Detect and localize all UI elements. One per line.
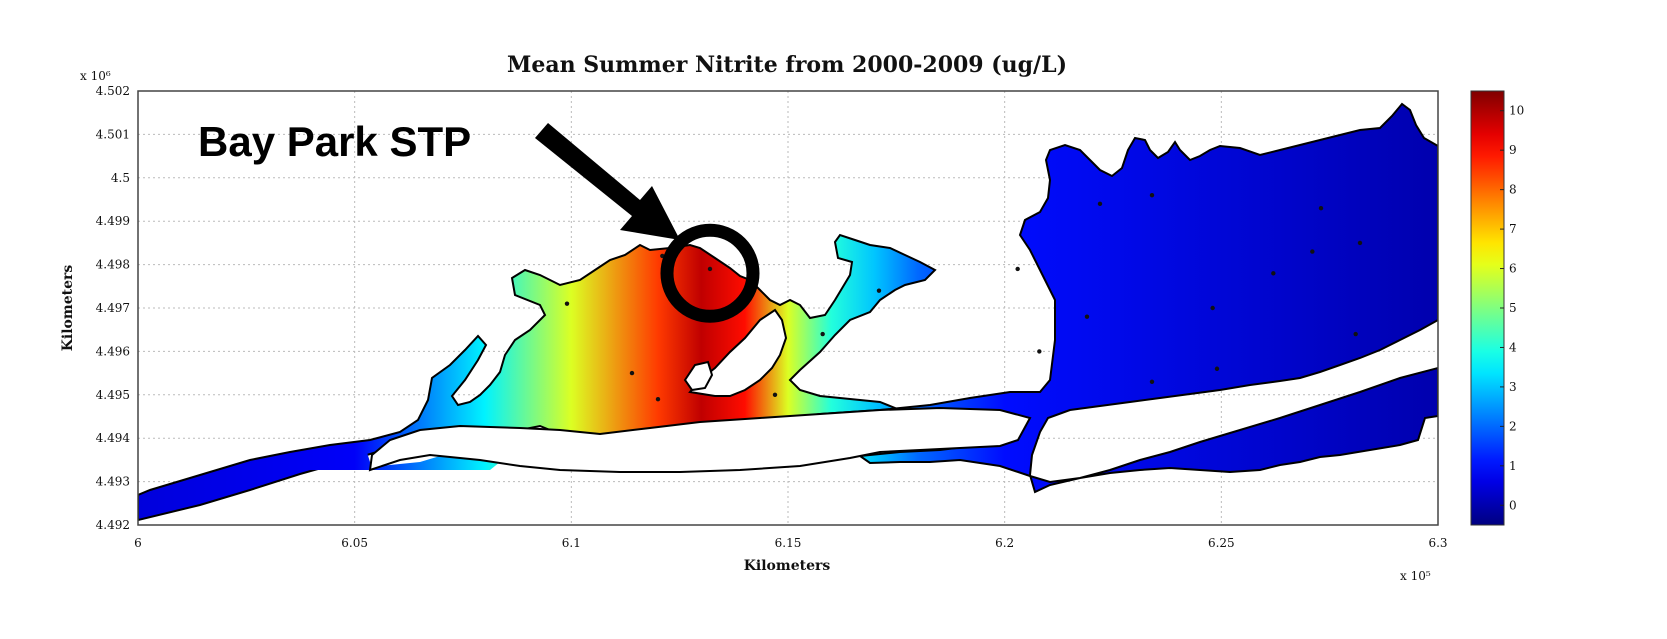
- station-point: [1015, 266, 1020, 272]
- colorbar: [1470, 90, 1505, 526]
- x-tick-label: 6.3: [1428, 536, 1447, 550]
- colorbar-tick-label: 2: [1509, 419, 1517, 433]
- y-tick-label: 4.501: [96, 127, 130, 141]
- y-tick-labels: 4.492 4.493 4.494 4.495 4.496 4.497 4.498 4.499…: [96, 84, 131, 532]
- y-axis-label: Kilometers: [60, 265, 76, 352]
- x-tick-labels: 6 6.05 6.1 6.15 6.2 6.25 6.3: [134, 536, 1447, 550]
- sampling-stations: [564, 192, 1363, 402]
- x-tick-label: 6.15: [775, 536, 802, 550]
- x-multiplier: x 10⁵: [1400, 569, 1431, 583]
- colorbar-tick-label: 8: [1509, 183, 1517, 197]
- station-point: [1214, 366, 1220, 371]
- y-tick-label: 4.498: [96, 258, 130, 272]
- colorbar-tick-label: 0: [1509, 498, 1517, 512]
- y-tick-label: 4.499: [96, 214, 130, 228]
- colorbar-tick-label: 4: [1509, 340, 1517, 354]
- colorbar-tick-label: 10: [1509, 104, 1524, 118]
- y-tick-label: 4.497: [96, 301, 130, 315]
- station-point: [1210, 305, 1215, 311]
- y-tick-label: 4.493: [96, 475, 130, 489]
- colorbar-tick-label: 3: [1509, 380, 1517, 394]
- chart-title: Mean Summer Nitrite from 2000-2009 (ug/L…: [507, 52, 1067, 78]
- station-point: [1310, 249, 1315, 254]
- water-region-south: [245, 446, 500, 472]
- station-point: [1037, 349, 1042, 354]
- station-point: [1149, 379, 1155, 384]
- station-point: [1149, 192, 1155, 198]
- colorbar-tick-label: 1: [1509, 459, 1517, 473]
- island-small: [683, 360, 714, 392]
- plot-frame: [137, 90, 1439, 526]
- station-point: [1084, 314, 1090, 319]
- station-point: [1097, 201, 1103, 207]
- station-point: [707, 266, 713, 272]
- y-tick-label: 4.502: [96, 84, 130, 98]
- station-point: [772, 392, 778, 397]
- annotation-arrow: [535, 123, 680, 240]
- station-point: [1318, 205, 1324, 211]
- station-point: [876, 288, 882, 293]
- y-multiplier: x 10⁶: [80, 69, 111, 83]
- station-point: [1357, 240, 1363, 246]
- water-region-east: [857, 102, 1438, 494]
- station-point: [1353, 331, 1358, 337]
- colorbar-tick-label: 7: [1509, 222, 1517, 236]
- annotation-circle: [660, 223, 760, 323]
- x-tick-label: 6.25: [1208, 536, 1235, 550]
- island-inner: [688, 308, 788, 397]
- x-tick-label: 6: [134, 536, 142, 550]
- x-tick-label: 6.1: [562, 536, 581, 550]
- colorbar-tick-label: 9: [1509, 143, 1517, 157]
- x-tick-label: 6.2: [995, 536, 1014, 550]
- station-point: [820, 331, 825, 337]
- colorbar-ticks: 0 1 2 3 4 5 6 7 8 9 10: [1500, 104, 1524, 512]
- y-tick-label: 4.5: [111, 171, 130, 185]
- y-tick-label: 4.495: [96, 388, 130, 402]
- barrier-island: [368, 406, 1032, 473]
- station-point: [629, 370, 635, 376]
- station-point: [1271, 271, 1276, 276]
- y-tick-label: 4.494: [96, 431, 131, 445]
- y-tick-label: 4.492: [96, 518, 130, 532]
- colorbar-tick-label: 6: [1509, 262, 1517, 276]
- y-tick-label: 4.496: [96, 344, 130, 358]
- colorbar-tick-label: 5: [1509, 301, 1517, 315]
- x-tick-label: 6.05: [341, 536, 368, 550]
- annotation-bay-park-stp: Bay Park STP: [198, 118, 471, 165]
- x-axis-label: Kilometers: [744, 558, 831, 574]
- station-point: [655, 396, 661, 402]
- station-point: [564, 301, 570, 306]
